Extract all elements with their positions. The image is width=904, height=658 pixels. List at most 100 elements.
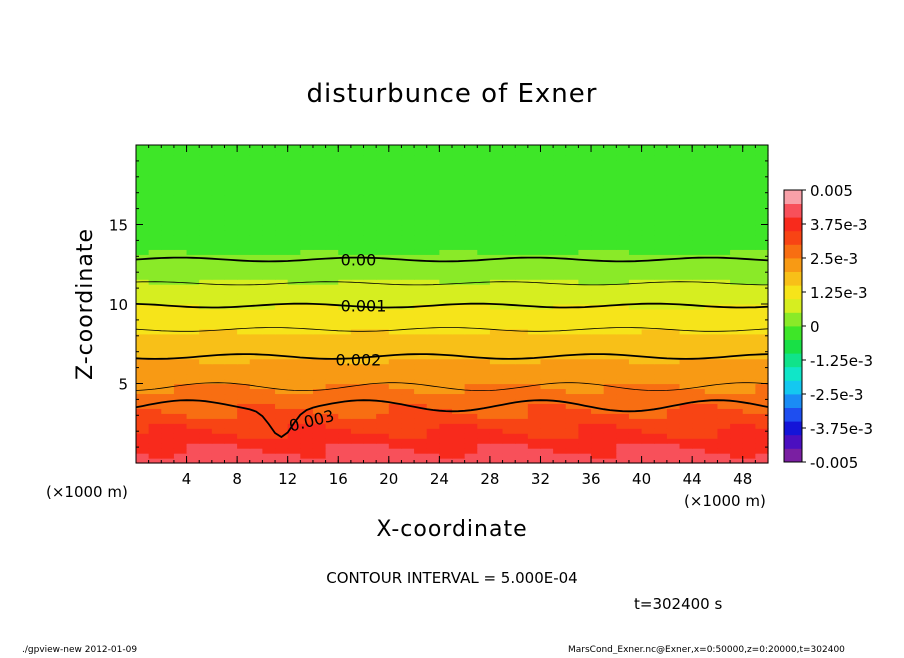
field-cell [717,333,731,340]
field-cell [717,189,731,196]
field-cell [388,249,403,255]
field-cell [338,403,352,409]
field-cell [591,413,605,419]
field-cell [388,408,403,414]
field-cell [591,428,605,434]
field-cell [730,323,744,330]
field-cell [654,403,668,409]
field-cell [325,458,339,464]
field-cell [452,254,466,260]
field-cell [300,189,314,196]
field-cell [388,438,403,444]
field-cell [173,294,188,300]
field-cell [755,219,769,226]
field-cell [452,164,466,171]
field-cell [275,328,289,335]
field-cell [489,368,504,375]
field-cell [489,358,504,365]
field-cell [717,234,731,241]
field-cell [363,159,377,166]
field-cell [452,313,466,320]
field-cell [426,428,440,434]
field-cell [704,313,719,320]
field-cell [502,313,516,320]
field-cell [742,289,756,295]
field-cell [325,358,339,365]
field-cell [388,169,403,176]
field-cell [704,189,719,196]
field-cell [363,393,377,400]
field-cell [692,234,706,241]
field-cell [578,145,592,151]
field-cell [704,169,719,176]
field-cell [616,318,630,325]
field-cell [325,154,339,161]
field-cell [654,229,668,236]
field-cell [401,423,415,429]
field-cell [730,393,744,400]
field-cell [628,289,643,295]
field-cell [300,234,314,241]
field-cell [275,408,289,414]
field-cell [237,229,251,236]
field-cell [730,274,744,280]
field-cell [704,428,719,434]
field-cell [287,264,301,270]
field-cell [616,378,630,385]
field-cell [199,458,213,464]
field-cell [439,234,453,241]
field-cell [439,194,453,201]
field-cell [376,194,390,201]
field-cell [338,448,352,454]
field-cell [211,194,226,201]
field-cell [730,448,744,454]
field-cell [464,328,478,335]
contour-line [135,281,768,286]
field-cell [755,433,769,439]
field-cell [312,184,327,191]
field-cell [515,368,529,375]
field-cell [578,318,592,325]
field-cell [363,403,377,409]
field-cell [211,348,226,355]
field-cell [173,358,188,365]
field-cell [376,393,390,400]
field-cell [275,388,289,395]
field-cell [161,453,175,459]
field-cell [730,279,744,285]
field-cell [211,378,226,385]
field-cell [136,259,150,265]
field-cell [363,333,377,340]
field-cell [363,169,377,176]
field-cell [578,343,592,350]
colorbar-swatch [784,244,802,259]
field-cell [388,328,403,335]
field-cell [287,453,301,459]
field-cell [262,423,276,429]
field-cell [704,423,719,429]
field-cell [312,318,327,325]
field-cell [616,229,630,236]
field-cell [388,378,403,385]
field-cell [186,458,200,464]
field-cell [578,453,592,459]
field-cell [477,418,491,424]
field-cell [464,338,478,345]
field-cell [591,229,605,236]
field-cell [287,249,301,255]
field-cell [704,145,719,151]
field-cell [616,199,630,206]
field-cell [199,284,213,290]
field-cell [173,348,188,355]
field-cell [224,224,238,231]
field-cell [275,274,289,280]
field-cell [199,209,213,216]
field-cell [363,174,377,181]
field-cell [742,199,756,206]
field-cell [565,363,579,370]
field-cell [275,244,289,250]
field-cell [502,328,516,335]
field-cell [742,438,756,444]
field-cell [628,358,643,365]
field-cell [350,358,365,365]
